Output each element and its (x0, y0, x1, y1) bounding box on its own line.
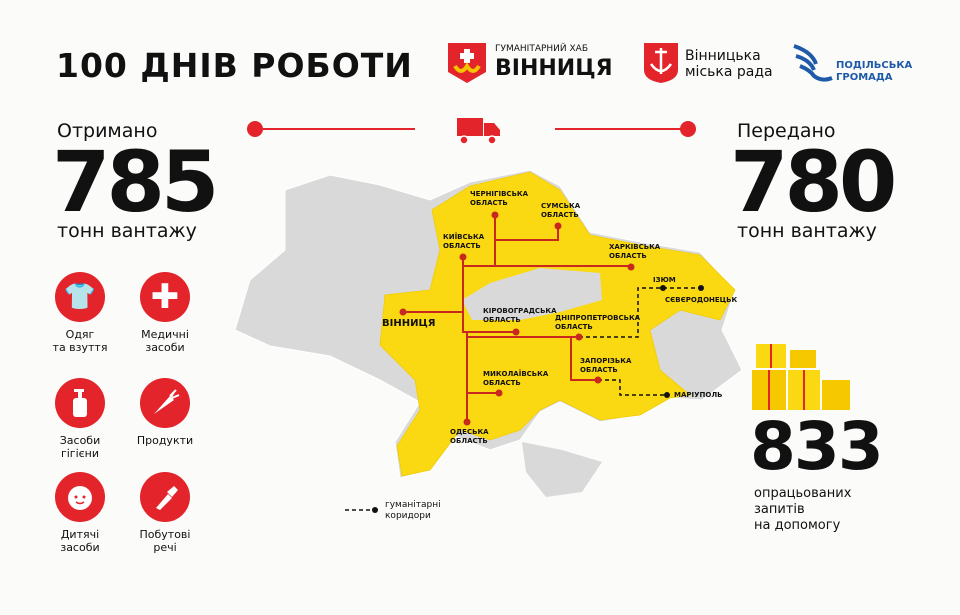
category-hygiene: Засоби гігієни (35, 378, 125, 460)
category-label: Засоби (59, 434, 101, 447)
city-council-logo: Вінницька міська рада (643, 42, 773, 84)
category-label: засоби (60, 541, 100, 554)
aid-routes (403, 215, 631, 422)
transferred-value: 780 (730, 133, 897, 231)
category-label: засоби (145, 341, 185, 354)
category-label: Одяг (65, 328, 95, 341)
requests-line2: запитів (754, 502, 805, 517)
podillia-line1: ПОДІЛЬСЬКА (836, 60, 913, 71)
truck-icon (457, 118, 500, 145)
baby-face-icon (55, 472, 105, 522)
received-value: 785 (52, 133, 219, 231)
delivery-flow-line (247, 118, 696, 145)
served-regions (379, 171, 736, 477)
council-line1: Вінницька (685, 48, 761, 64)
medical-cross-icon: ✚ (140, 272, 190, 322)
council-line2: міська рада (685, 64, 773, 80)
category-food: Продукти (120, 378, 210, 447)
category-label: речі (153, 541, 177, 554)
t-shirt-icon: 👕 (55, 272, 105, 322)
received-unit: тонн вантажу (57, 220, 197, 242)
label-kharkiv: ХАРКІВСЬКА ОБЛАСТЬ (609, 243, 661, 260)
category-label: Дитячі (60, 528, 100, 541)
legend-line2: коридори (385, 511, 431, 521)
requests-value: 833 (750, 408, 884, 485)
label-dnipro: ДНІПРОПЕТРОВСЬКА ОБЛАСТЬ (555, 314, 641, 331)
label-odesa: ОДЕСЬКА ОБЛАСТЬ (450, 428, 489, 445)
hub-logo-top-text: ГУМАНІТАРНИЙ ХАБ (495, 44, 588, 54)
requests-description: опрацьованих запитів на допомогу (754, 486, 851, 534)
page-title: 100 ДНІВ РОБОТИ (56, 46, 413, 85)
crimea (522, 442, 602, 497)
category-label: Продукти (136, 434, 194, 447)
requests-line1: опрацьованих (754, 486, 852, 501)
hygiene-bottle-icon (55, 378, 105, 428)
category-label: гігієни (60, 447, 100, 460)
label-izium: ІЗЮМ (653, 276, 676, 284)
unserved-central-region (462, 268, 602, 320)
humanitarian-corridors (579, 287, 701, 396)
corridor-dots (660, 285, 704, 398)
council-shield-icon (644, 43, 678, 83)
podillia-line2: ГРОМАДА (836, 72, 893, 83)
label-kyiv: КИЇВСЬКА ОБЛАСТЬ (443, 233, 485, 250)
received-label: Отримано (57, 120, 158, 142)
transferred-label: Передано (737, 120, 836, 142)
category-medical: ✚ Медичні засоби (120, 272, 210, 354)
podillia-community-logo: ПОДІЛЬСЬКА ГРОМАДА (792, 42, 922, 86)
category-label: Побутові (139, 528, 191, 541)
requests-line3: на допомогу (754, 518, 841, 533)
category-label: Медичні (141, 328, 189, 341)
label-kirovohrad: КІРОВОГРАДСЬКА ОБЛАСТЬ (483, 307, 557, 324)
label-mariupol: МАРІУПОЛЬ (674, 391, 723, 399)
hub-shield-icon (448, 43, 486, 83)
map-legend: гуманітарні коридори (385, 500, 441, 522)
category-label: та взуття (52, 341, 108, 354)
legend-line1: гуманітарні (385, 500, 441, 510)
flow-end-dot (680, 121, 696, 137)
hub-logo-main-text: ВІННИЦЯ (495, 56, 613, 81)
transferred-unit: тонн вантажу (737, 220, 877, 242)
label-chernihiv: ЧЕРНІГІВСЬКА ОБЛАСТЬ (470, 190, 529, 207)
cargo-boxes-icon (752, 344, 850, 410)
route-dots (399, 211, 635, 426)
category-clothing: 👕 Одяг та взуття (35, 272, 125, 354)
legend-dot (372, 507, 378, 513)
humanitarian-hub-logo: ГУМАНІТАРНИЙ ХАБ ВІННИЦЯ (447, 42, 617, 84)
label-zaporizhzhia: ЗАПОРІЗЬКА ОБЛАСТЬ (580, 357, 632, 374)
bird-wing-icon (793, 44, 833, 82)
label-vinnytsia: ВІННИЦЯ (382, 318, 436, 329)
label-sievierodonetsk: СЄВЄРОДОНЕЦЬК (665, 296, 738, 304)
category-household: Побутові речі (120, 472, 210, 554)
flashlight-icon (140, 472, 190, 522)
label-mykolaiv: МИКОЛАЇВСЬКА ОБЛАСТЬ (483, 370, 549, 387)
carrot-icon (140, 378, 190, 428)
label-sumy: СУМСЬКА ОБЛАСТЬ (541, 202, 581, 219)
category-baby: Дитячі засоби (35, 472, 125, 554)
